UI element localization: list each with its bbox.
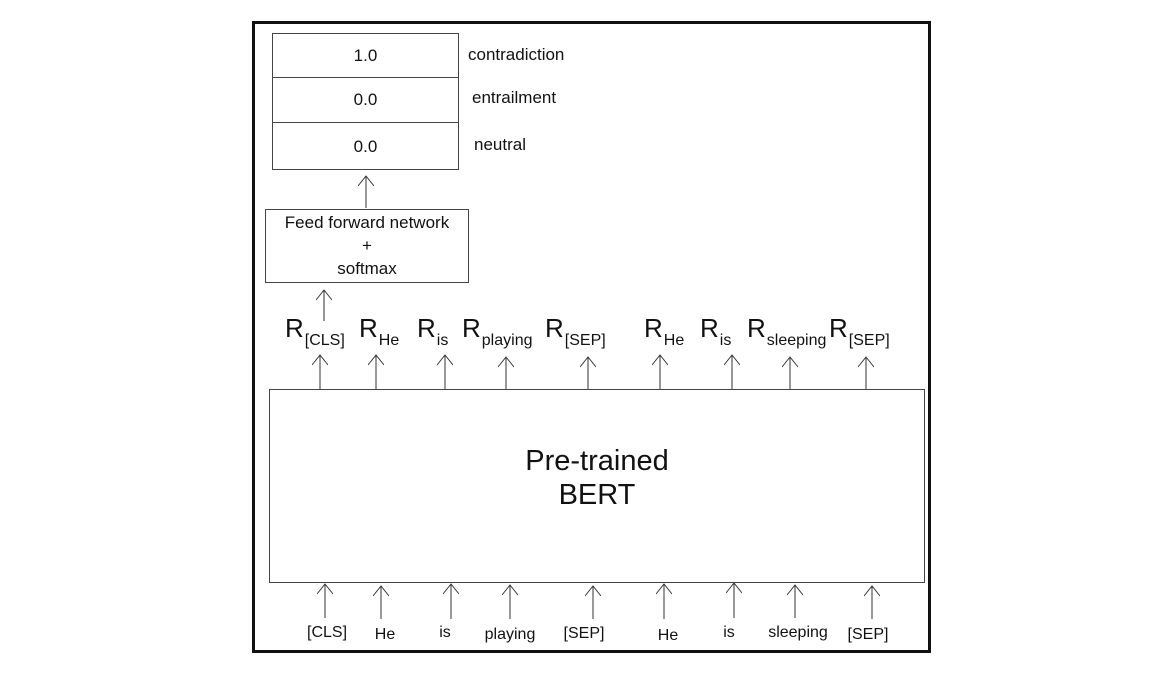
output-cell-contradiction: 1.0 bbox=[353, 45, 378, 65]
token-sep-1: [SEP] bbox=[563, 625, 605, 642]
ffn-line-1: Feed forward network bbox=[284, 213, 450, 232]
label-entrailment: entrailment bbox=[472, 88, 557, 107]
label-contradiction: contradiction bbox=[468, 45, 565, 64]
output-table: 1.0 0.0 0.0 bbox=[272, 33, 459, 170]
bert-box: Pre-trained BERT bbox=[269, 389, 925, 583]
token-is-1: is bbox=[439, 624, 451, 641]
token-he-1: He bbox=[374, 626, 396, 643]
token-playing: playing bbox=[484, 626, 536, 643]
token-he-2: He bbox=[657, 627, 679, 644]
token-sleeping: sleeping bbox=[768, 624, 828, 641]
token-sep-2: [SEP] bbox=[847, 626, 889, 643]
ffn-line-2: + bbox=[362, 236, 372, 255]
output-cell-neutral: 0.0 bbox=[273, 122, 458, 171]
representation-he-1: RHe bbox=[359, 313, 400, 349]
representation-is-1: Ris bbox=[417, 313, 449, 349]
ffn-line-3: softmax bbox=[337, 259, 397, 278]
bert-line-1: Pre-trained bbox=[525, 445, 669, 477]
representation-cls: R[CLS] bbox=[285, 313, 345, 349]
representation-sep-1: R[SEP] bbox=[545, 313, 606, 349]
representation-playing: Rplaying bbox=[462, 313, 533, 349]
token-is-2: is bbox=[723, 624, 735, 641]
output-cell-entrailment: 0.0 bbox=[273, 77, 458, 122]
representation-sep-2: R[SEP] bbox=[829, 313, 890, 349]
token-cls: [CLS] bbox=[306, 624, 348, 641]
representation-is-2: Ris bbox=[700, 313, 732, 349]
ffn-softmax-box: Feed forward network + softmax bbox=[265, 209, 469, 283]
label-neutral: neutral bbox=[474, 135, 526, 154]
bert-line-2: BERT bbox=[558, 479, 636, 511]
representation-sleeping: Rsleeping bbox=[747, 313, 827, 349]
bert-title: Pre-trained BERT bbox=[270, 444, 924, 512]
diagram-frame bbox=[252, 21, 931, 653]
representation-he-2: RHe bbox=[644, 313, 685, 349]
